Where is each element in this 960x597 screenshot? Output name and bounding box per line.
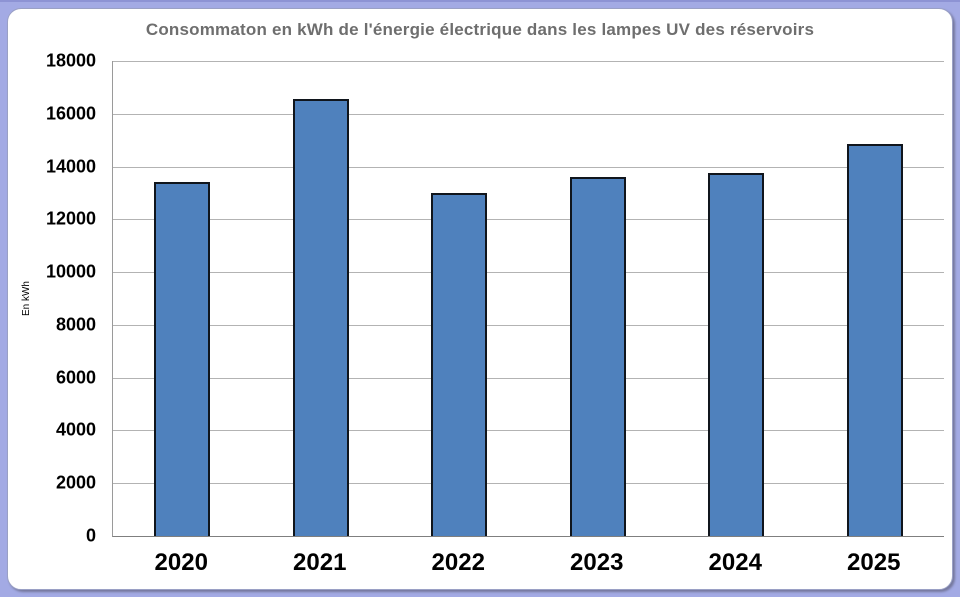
y-tick-label: 16000 (45, 103, 96, 124)
gridline (113, 430, 944, 432)
gridline (113, 483, 944, 485)
gridline (113, 113, 944, 115)
bar-2021 (292, 99, 349, 536)
y-tick-label: 4000 (55, 419, 96, 440)
y-tick-label: 12000 (45, 208, 96, 229)
y-tick-label: 0 (85, 525, 96, 546)
y-tick-label: 6000 (55, 367, 96, 388)
gridline (113, 61, 944, 62)
chart-area: Consommaton en kWh de l'énergie électriq… (7, 8, 953, 590)
bar-2023 (569, 177, 626, 536)
x-tick-label: 2022 (431, 549, 485, 576)
gridline (113, 377, 944, 379)
x-tick-label: 2025 (847, 549, 901, 576)
y-tick-label: 10000 (45, 261, 96, 282)
gridline (113, 219, 944, 221)
x-tick-label: 2020 (154, 549, 208, 576)
x-tick-label: 2021 (293, 549, 347, 576)
y-tick-label: 14000 (45, 156, 96, 177)
bar-2025 (846, 144, 903, 536)
gridline (113, 272, 944, 274)
y-tick-label: 18000 (45, 50, 96, 71)
plot-area (112, 61, 944, 537)
bar-2020 (154, 182, 211, 536)
bar-2022 (431, 192, 488, 536)
x-axis-labels: 2020 2021 2022 2023 2024 2025 (112, 549, 943, 583)
chart-title: Consommaton en kWh de l'énergie électriq… (145, 20, 815, 39)
gridline (113, 324, 944, 326)
gridline (113, 166, 944, 168)
y-tick-label: 8000 (55, 314, 96, 335)
y-tick-label: 2000 (55, 472, 96, 493)
x-tick-label: 2023 (570, 549, 624, 576)
y-axis-tick-labels: 0 2000 4000 6000 8000 10000 12000 14000 16000 180… (8, 51, 96, 546)
bar-2024 (708, 173, 765, 536)
x-tick-label: 2024 (708, 549, 762, 576)
